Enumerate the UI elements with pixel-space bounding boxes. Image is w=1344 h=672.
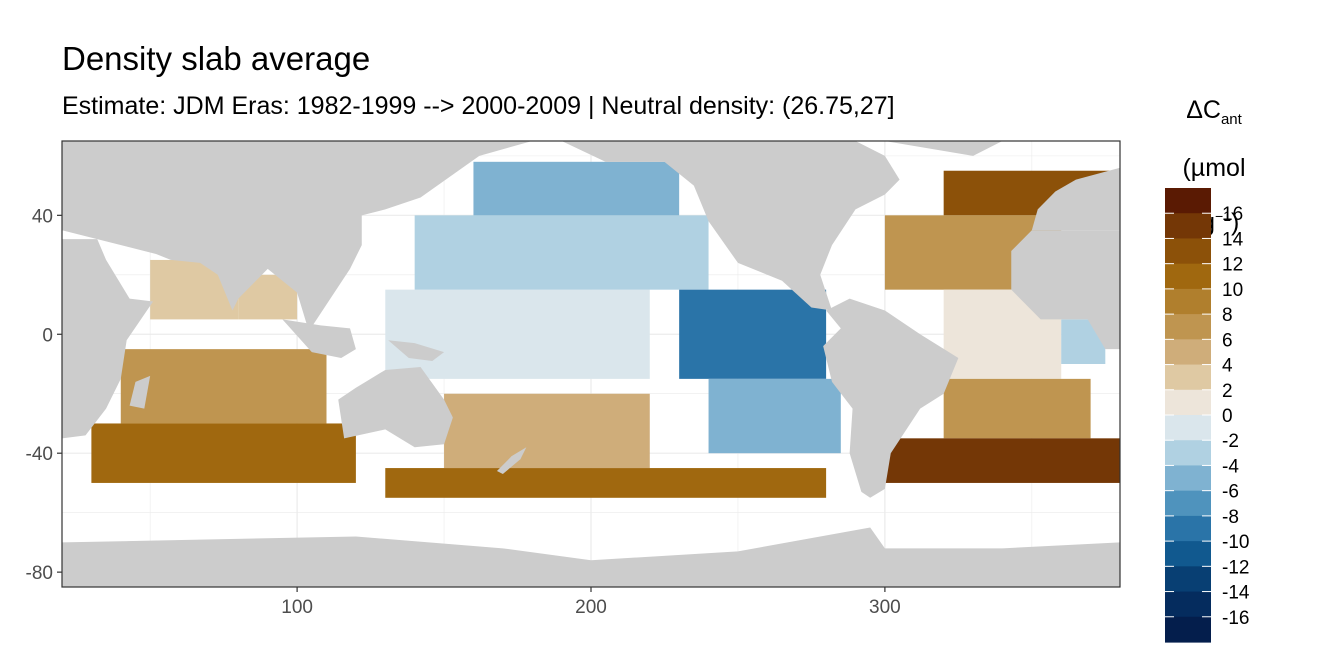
legend-title-main: ΔC [1186,96,1221,124]
ocean-cell [884,438,1120,483]
chart-subtitle: Estimate: JDM Eras: 1982-1999 --> 2000-2… [62,92,895,120]
x-tick-label: 300 [869,597,901,618]
land-polygon [388,340,445,362]
colorbar-swatch [1165,213,1211,240]
colorbar-label: 14 [1222,229,1244,250]
colorbar-swatch [1165,263,1211,290]
y-tick-label: 0 [42,325,53,346]
ocean-cell [943,378,1091,439]
y-axis: 40 0 -40 -80 [26,206,62,584]
colorbar-label: 8 [1222,305,1233,326]
colorbar-label: 4 [1222,356,1233,377]
land-polygon [884,141,1003,156]
colorbar-swatch [1165,188,1211,214]
ocean-cell [120,349,327,424]
colorbar-swatch [1165,288,1211,315]
colorbar-swatch [1165,339,1211,366]
ocean-cell [91,423,356,483]
land-polygon [282,319,356,359]
colorbar-swatch [1165,415,1211,441]
colorbar-label: -6 [1222,482,1239,503]
colorbar-label: 16 [1222,204,1243,225]
plot-panel [62,141,1120,587]
colorbar-swatch [1165,515,1211,542]
colorbar-swatch [1165,465,1211,492]
colorbar-label: -4 [1222,456,1239,477]
land-polygon [561,141,900,311]
y-tick-label: -80 [26,563,53,584]
colorbar-swatch [1165,238,1211,265]
legend-title-sub: ant [1220,111,1242,128]
chart-title: Density slab average [62,40,371,77]
land-polygon [823,298,959,498]
land-mask [62,141,1120,587]
colorbar-swatch [1165,314,1211,340]
land-polygon [1011,230,1120,350]
legend-unit-post: ) [1231,208,1240,237]
ocean-cell [385,468,827,498]
colorbar-swatch [1165,490,1211,517]
colorbar-label: 10 [1222,280,1243,301]
land-polygon [1031,167,1120,231]
ocean-cell [708,378,841,454]
colorbar-label: 12 [1222,255,1243,276]
colorbar-swatch [1165,616,1211,643]
ocean-cell [473,161,680,216]
land-polygon [62,239,154,439]
colorbar-swatch [1165,389,1211,416]
y-tick-label: -40 [26,444,53,465]
ocean-cell [444,393,650,469]
colorbar-label: -12 [1222,557,1249,578]
y-tick-label: 40 [32,206,53,227]
colorbar-label: -10 [1222,532,1249,553]
land-polygon [62,141,533,332]
colorbar-label: -14 [1222,583,1250,604]
land-polygon [338,366,453,448]
ocean-cell [414,215,709,290]
land-polygon [62,527,1120,587]
ocean-field [91,161,1120,498]
land-polygon [129,375,151,409]
colorbar-swatch [1165,566,1211,593]
colorbar-swatch [1165,364,1211,391]
colorbar: 16 14 12 10 8 6 4 2 0 -2 -4 -6 -8 -10 -12 -14 -16 [1165,188,1250,643]
colorbar-label: 0 [1222,406,1233,427]
x-tick-label: 200 [575,597,607,618]
ocean-cell [679,289,827,379]
colorbar-label: -16 [1222,608,1249,629]
x-tick-label: 100 [281,597,313,618]
colorbar-label: 2 [1222,381,1233,402]
colorbar-label: 6 [1222,330,1233,351]
colorbar-swatch [1165,440,1211,467]
ocean-cell [385,289,650,379]
land-polygon [496,447,527,475]
x-axis: 100 200 300 [281,587,901,618]
colorbar-swatch [1165,541,1211,567]
colorbar-swatch [1165,591,1211,618]
colorbar-label: -8 [1222,507,1239,528]
legend-unit-sup: −1 [1215,208,1232,224]
colorbar-label: -2 [1222,431,1239,452]
